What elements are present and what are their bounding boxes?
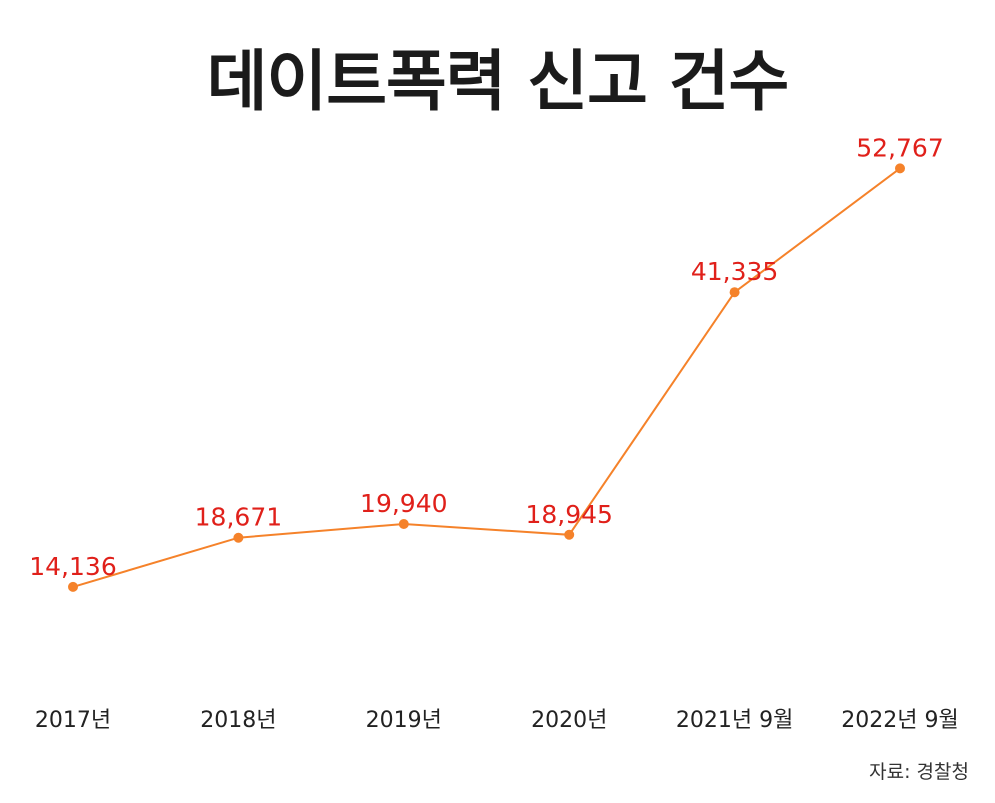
- series-line: [72, 167, 901, 588]
- chart-title: 데이트폭력 신고 건수: [206, 43, 789, 120]
- data-point: [895, 163, 905, 174]
- x-tick-label: 2019년: [366, 708, 442, 733]
- data-label: 19,940: [360, 489, 447, 518]
- data-point: [564, 529, 575, 540]
- data-labels-layer: 14,136 18,671 19,940 18,945 41,335 52,767: [29, 133, 943, 581]
- data-label: 41,335: [691, 257, 778, 286]
- x-tick-label: 2018년: [200, 708, 276, 733]
- x-axis-ticks: 2017년 2018년 2019년 2020년 2021년 9월 2022년 9월: [35, 708, 959, 733]
- data-point: [68, 581, 78, 592]
- data-points-layer: [68, 163, 905, 592]
- data-label: 18,671: [195, 503, 282, 532]
- series-line-layer: [72, 167, 901, 588]
- x-tick-label: 2021년 9월: [676, 708, 793, 733]
- x-tick-label: 2020년: [531, 708, 607, 733]
- data-point: [233, 532, 244, 543]
- data-label: 18,945: [525, 500, 612, 529]
- source-note: 자료: 경찰청: [869, 761, 969, 783]
- data-point: [729, 287, 740, 298]
- data-point: [398, 518, 409, 529]
- x-tick-label: 2017년: [35, 708, 111, 733]
- data-label: 52,767: [856, 133, 943, 162]
- x-tick-label: 2022년 9월: [841, 708, 958, 733]
- data-label: 14,136: [29, 552, 116, 581]
